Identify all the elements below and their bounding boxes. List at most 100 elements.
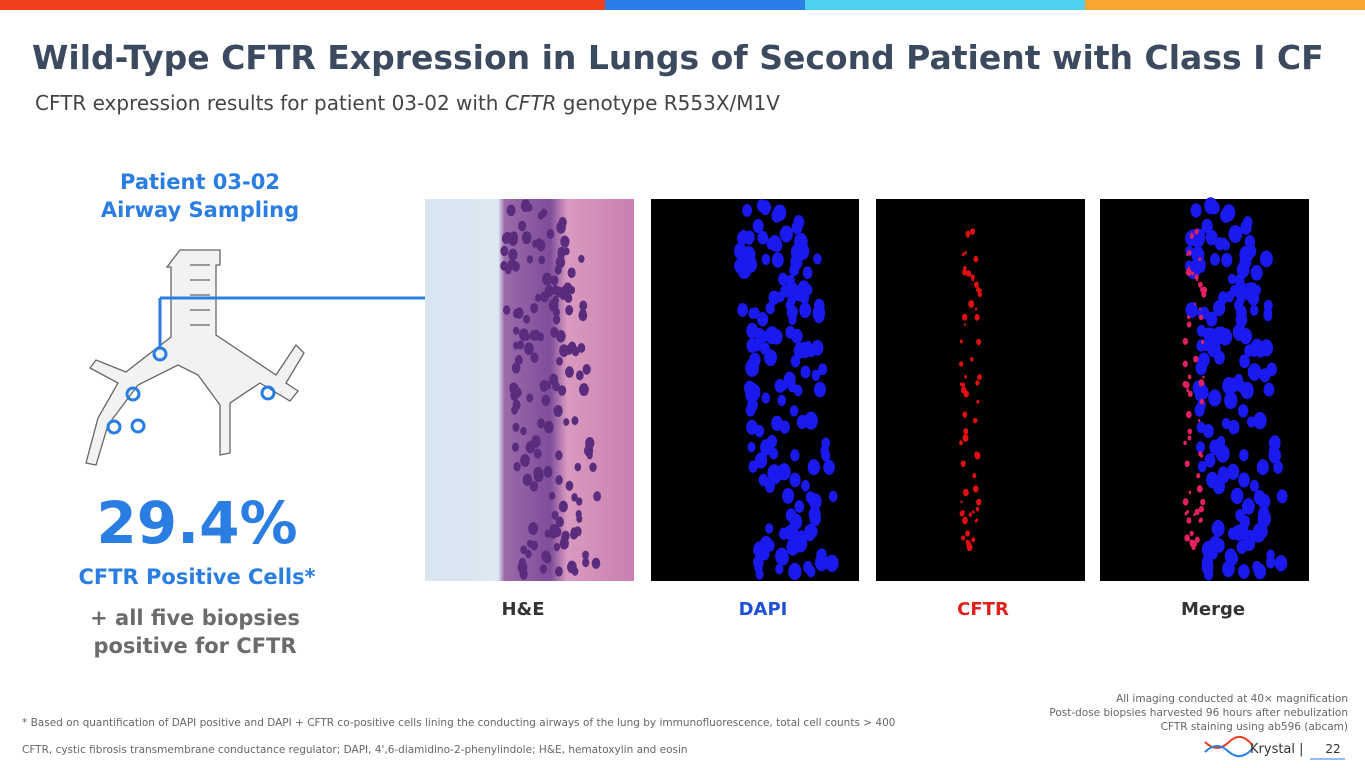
nucleus <box>533 466 544 480</box>
stain <box>965 230 971 237</box>
stat: 29.4% <box>96 489 297 557</box>
stain <box>960 386 967 394</box>
stain <box>1187 315 1191 320</box>
nucleus <box>765 302 775 315</box>
nucleus <box>508 233 518 246</box>
nucleus <box>1249 479 1260 492</box>
stain <box>1196 473 1201 479</box>
stain <box>1191 540 1197 548</box>
subtitle-part: CFTR expression results for patient 03-0… <box>35 91 505 115</box>
nucleus <box>518 557 526 567</box>
nucleus <box>1249 304 1259 316</box>
stain <box>1182 360 1188 368</box>
stain <box>964 323 967 326</box>
nucleus <box>1235 305 1247 320</box>
top-bar <box>0 0 1365 10</box>
nucleus <box>579 308 587 318</box>
cell-dots <box>500 197 1288 581</box>
nucleus <box>778 527 789 540</box>
nucleus <box>518 220 527 232</box>
nucleus <box>1259 368 1271 383</box>
biopsy-site <box>152 346 168 362</box>
nucleus <box>783 371 796 388</box>
stain <box>959 361 964 367</box>
nucleus <box>793 215 805 230</box>
nucleus <box>799 302 812 319</box>
nucleus <box>771 208 783 223</box>
nucleus <box>558 287 569 300</box>
stain <box>976 287 981 293</box>
nucleus <box>804 411 818 430</box>
nucleus <box>770 329 783 345</box>
stain <box>962 411 968 418</box>
stain <box>974 307 978 311</box>
stain <box>965 530 970 537</box>
nucleus <box>753 555 764 570</box>
logo-helix <box>1204 745 1254 758</box>
stain <box>959 440 964 446</box>
nucleus <box>520 545 528 555</box>
nucleus <box>1217 466 1229 481</box>
footnote: * Based on quantification of DAPI positi… <box>22 717 895 729</box>
nucleus <box>749 352 761 368</box>
nucleus <box>1253 411 1267 430</box>
nucleus <box>791 247 804 263</box>
nucleus <box>761 253 771 266</box>
nucleus <box>529 480 539 492</box>
stain <box>1198 314 1204 321</box>
stain <box>1187 374 1192 380</box>
stain <box>976 399 980 404</box>
nucleus <box>550 326 559 338</box>
nucleus <box>554 265 562 275</box>
stain <box>962 510 965 514</box>
nucleus <box>565 305 574 316</box>
stain <box>1198 281 1203 288</box>
nucleus <box>1225 291 1234 303</box>
nucleus <box>1236 294 1245 306</box>
nucleus <box>1244 234 1256 249</box>
nucleus <box>512 422 520 432</box>
stain <box>962 268 968 276</box>
stain <box>1189 233 1194 239</box>
nucleus <box>757 230 769 245</box>
nucleus <box>1209 252 1220 266</box>
nucleus <box>747 397 758 412</box>
nucleus <box>790 355 801 368</box>
nucleus <box>1203 327 1215 342</box>
nucleus <box>526 393 534 403</box>
nucleus <box>803 560 813 574</box>
nucleus <box>520 454 530 467</box>
nucleus <box>577 342 586 353</box>
stain <box>970 356 974 362</box>
nucleus <box>745 234 754 246</box>
stain <box>966 234 970 238</box>
nucleus <box>1273 460 1284 474</box>
stain <box>1194 302 1197 306</box>
nucleus <box>558 385 567 396</box>
nucleus <box>556 329 566 343</box>
biopsy-site <box>125 386 141 402</box>
nucleus <box>556 356 563 366</box>
nucleus <box>1252 523 1267 541</box>
nucleus <box>782 487 795 504</box>
nucleus <box>1240 381 1254 400</box>
nucleus <box>558 500 568 513</box>
nucleus <box>1196 421 1206 434</box>
nucleus <box>558 216 567 228</box>
nucleus <box>1268 447 1281 464</box>
stain <box>1200 287 1205 293</box>
nucleus <box>1236 540 1248 555</box>
stain <box>970 228 976 235</box>
nucleus <box>1201 554 1214 570</box>
nucleus <box>793 384 803 397</box>
biopsy-sites <box>106 346 276 435</box>
nucleus <box>571 493 578 502</box>
nucleus <box>789 472 801 488</box>
nucleus <box>760 439 773 456</box>
nucleus <box>807 459 821 476</box>
nucleus <box>814 553 829 572</box>
nucleus <box>752 218 764 234</box>
title: Wild-Type CFTR Expression in Lungs of Se… <box>32 38 1324 77</box>
nucleus <box>513 461 521 472</box>
airway-tree <box>85 249 305 466</box>
